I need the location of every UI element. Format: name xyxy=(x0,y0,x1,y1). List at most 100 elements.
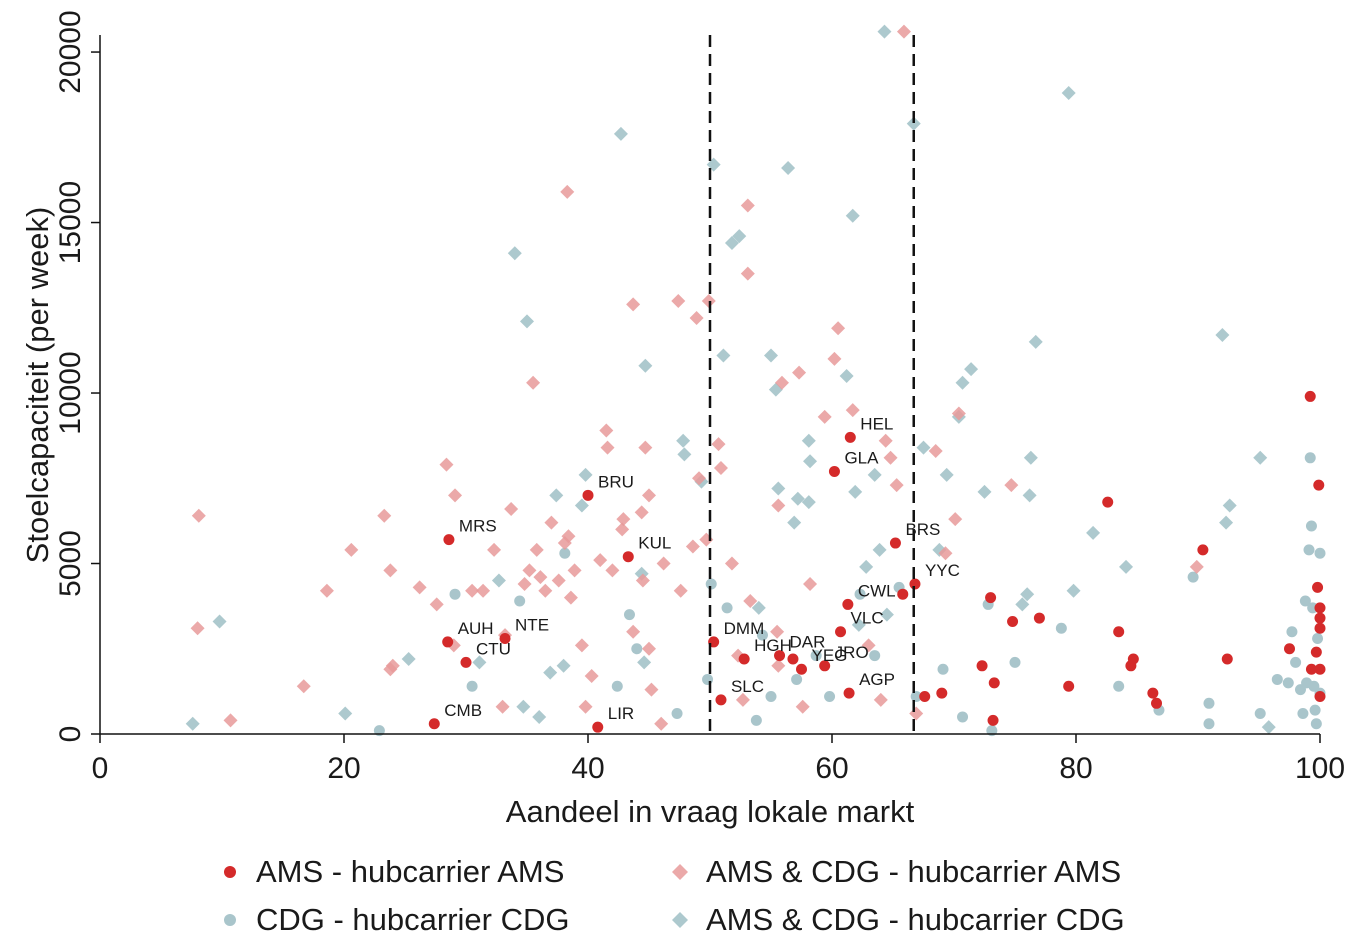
data-point xyxy=(1314,612,1326,624)
data-point xyxy=(689,311,704,326)
data-point xyxy=(896,24,911,39)
point-label: HGH xyxy=(754,636,792,655)
data-point xyxy=(685,539,700,554)
data-point xyxy=(977,484,992,499)
point-label: YEG xyxy=(812,646,848,665)
data-point xyxy=(1253,450,1268,465)
data-point xyxy=(1066,583,1081,598)
data-point xyxy=(716,348,731,363)
data-point xyxy=(851,617,866,632)
data-point xyxy=(1127,653,1139,665)
point-label: KUL xyxy=(638,534,671,553)
data-point xyxy=(1312,581,1324,593)
data-point xyxy=(861,638,876,653)
legend-marker xyxy=(672,864,688,880)
data-point xyxy=(756,629,768,641)
data-point xyxy=(791,673,803,685)
data-point xyxy=(383,563,398,578)
data-point xyxy=(795,699,810,714)
data-point xyxy=(1020,587,1035,602)
data-point xyxy=(563,590,578,605)
data-point xyxy=(578,467,593,482)
legend-marker xyxy=(672,912,688,928)
data-point xyxy=(507,246,522,261)
data-point xyxy=(465,583,480,598)
data-point xyxy=(835,626,847,638)
data-point xyxy=(516,699,531,714)
data-point xyxy=(296,679,311,694)
x-tick-label: 60 xyxy=(815,752,848,785)
data-point xyxy=(1061,85,1076,100)
data-point xyxy=(1305,520,1317,532)
data-point xyxy=(383,662,398,677)
data-point xyxy=(702,673,714,685)
data-point xyxy=(656,556,671,571)
data-point xyxy=(740,198,755,213)
legend: AMS - hubcarrier AMS AMS & CDG - hubcarri… xyxy=(224,854,1125,937)
data-point xyxy=(976,660,988,672)
point-label: GLA xyxy=(844,448,879,467)
data-point xyxy=(1219,515,1234,530)
data-point xyxy=(543,665,558,680)
data-point xyxy=(593,553,608,568)
y-tick-label: 20000 xyxy=(54,10,87,93)
data-point xyxy=(1151,697,1163,709)
data-point xyxy=(401,651,416,666)
data-point xyxy=(517,576,532,591)
point-label: AGP xyxy=(859,670,895,689)
x-tick-label: 80 xyxy=(1059,752,1092,785)
data-point xyxy=(781,160,796,175)
data-point xyxy=(735,692,750,707)
data-point xyxy=(344,542,359,557)
points-layer xyxy=(185,24,1326,737)
data-point xyxy=(592,721,604,733)
data-point xyxy=(1102,496,1114,508)
point-label: BRS xyxy=(905,520,940,539)
legend-marker xyxy=(224,914,236,926)
data-point xyxy=(499,633,511,645)
data-point xyxy=(787,515,802,530)
data-point xyxy=(556,658,571,673)
data-point xyxy=(1286,626,1298,638)
data-point xyxy=(831,321,846,336)
data-point xyxy=(1022,488,1037,503)
data-point xyxy=(1282,677,1294,689)
data-point xyxy=(732,229,747,244)
data-point xyxy=(764,348,778,363)
data-point xyxy=(1309,704,1321,716)
data-point xyxy=(1004,478,1019,493)
data-point xyxy=(1009,656,1021,668)
data-point xyxy=(319,583,334,598)
data-point xyxy=(751,600,766,615)
data-point xyxy=(676,433,691,448)
x-axis-title: Aandeel in vraag lokale markt xyxy=(506,794,915,829)
data-point xyxy=(605,563,620,578)
data-point xyxy=(551,573,566,588)
data-point xyxy=(1254,708,1266,720)
data-point xyxy=(792,365,807,380)
y-tick-label: 15000 xyxy=(54,181,87,264)
data-point xyxy=(827,351,842,366)
data-point xyxy=(1086,525,1101,540)
data-point xyxy=(1314,602,1326,614)
data-point xyxy=(869,650,881,662)
data-point xyxy=(1310,646,1322,658)
data-point xyxy=(671,708,683,720)
data-point xyxy=(626,624,641,639)
data-point xyxy=(338,706,353,721)
data-point xyxy=(1314,547,1326,559)
data-point xyxy=(692,471,707,486)
data-point xyxy=(810,650,822,662)
data-point xyxy=(1015,597,1030,612)
point-label: DAR xyxy=(790,633,826,652)
data-point xyxy=(671,293,686,308)
series-3 xyxy=(373,452,1326,737)
data-point xyxy=(191,508,206,523)
data-point xyxy=(705,578,717,590)
data-point xyxy=(1313,479,1325,491)
data-point xyxy=(771,498,786,513)
data-point xyxy=(770,624,785,639)
data-point xyxy=(549,488,564,503)
data-point xyxy=(1197,544,1209,556)
